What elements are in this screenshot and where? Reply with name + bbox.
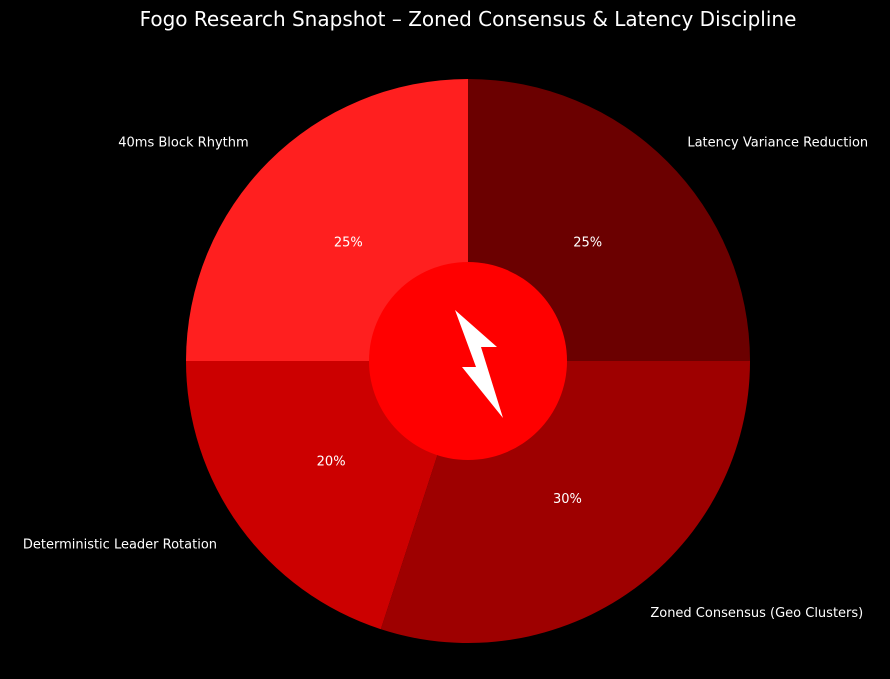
slice-category-label: Latency Variance Reduction <box>687 136 868 151</box>
category-labels: Latency Variance Reduction Zoned Consensu… <box>23 136 868 621</box>
slice-category-label: Deterministic Leader Rotation <box>23 537 217 552</box>
slice-category-label: 40ms Block Rhythm <box>118 136 248 151</box>
pie-slice <box>468 79 750 361</box>
slice-category-label: Zoned Consensus (Geo Clusters) <box>650 606 863 621</box>
slice-percentage-label: 25% <box>334 235 363 250</box>
slice-percentage-label: 20% <box>317 454 346 469</box>
slice-percentage-label: 30% <box>553 492 582 507</box>
slice-percentage-label: 25% <box>573 235 602 250</box>
pie-slice <box>186 79 468 361</box>
lightning-bolt-icon <box>455 310 503 418</box>
percentage-labels: 25% 30% 20% 25% <box>317 235 602 507</box>
chart-title: Fogo Research Snapshot – Zoned Consensus… <box>140 7 797 31</box>
center-badge <box>369 262 567 460</box>
